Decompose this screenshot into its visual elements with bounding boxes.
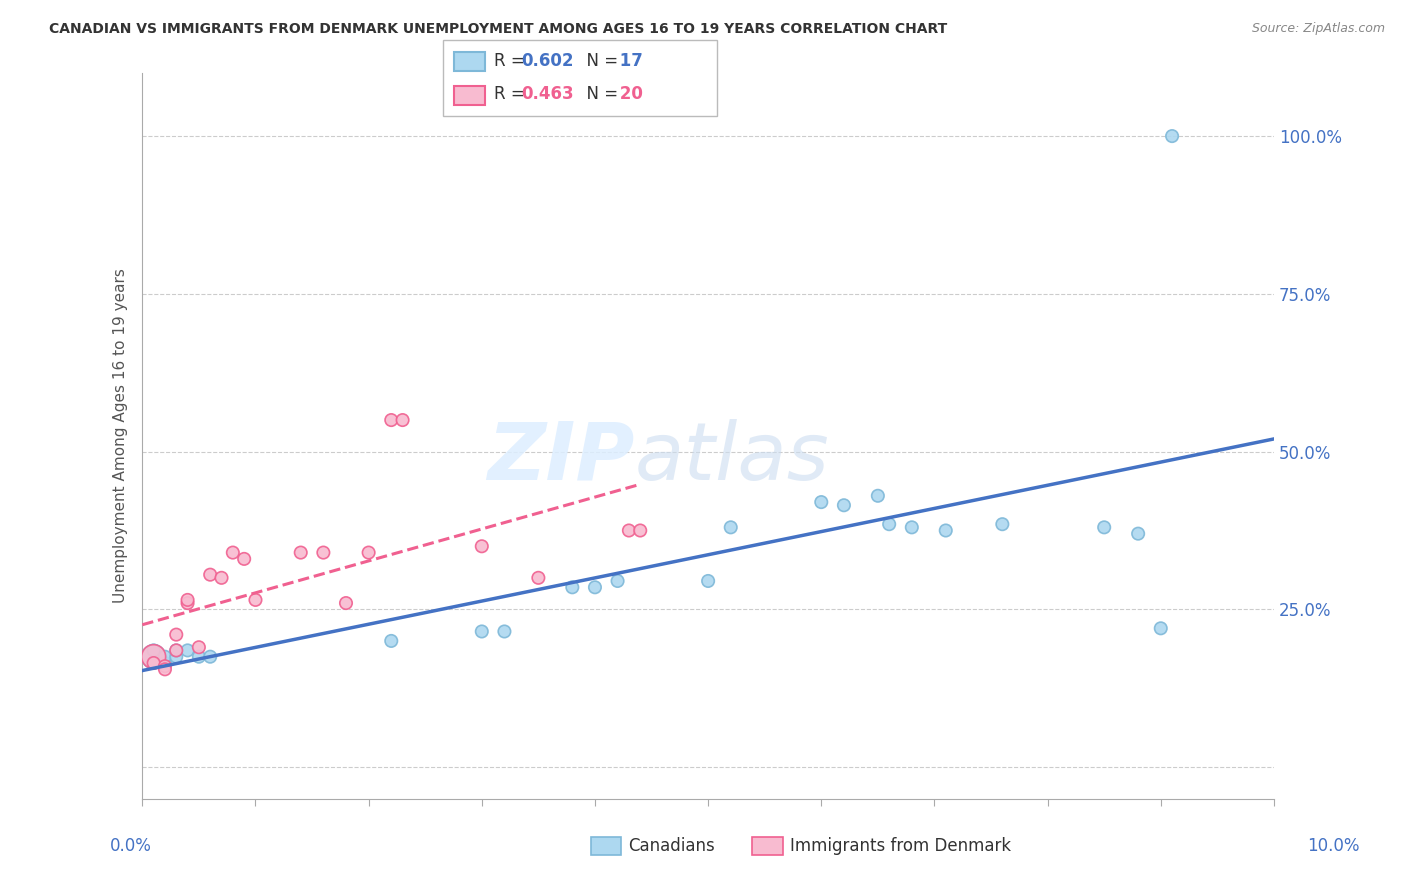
Point [153,656,176,670]
Point [165,643,187,657]
Point [245,593,267,607]
Point [200,567,222,582]
Point [697,574,720,588]
Point [222,545,245,559]
Point [561,580,583,594]
Text: 0.463: 0.463 [522,85,574,103]
Point [176,593,198,607]
Point [142,656,165,670]
Text: N =: N = [576,52,624,70]
Text: 20: 20 [614,85,644,103]
Point [187,640,209,655]
Point [832,498,855,512]
Text: Canadians: Canadians [628,837,716,855]
Point [153,662,176,676]
Point [176,643,198,657]
Point [866,489,889,503]
Text: 0.0%: 0.0% [110,837,152,855]
Point [935,524,957,538]
Y-axis label: Unemployment Among Ages 16 to 19 years: Unemployment Among Ages 16 to 19 years [114,268,128,603]
Text: CANADIAN VS IMMIGRANTS FROM DENMARK UNEMPLOYMENT AMONG AGES 16 TO 19 YEARS CORRE: CANADIAN VS IMMIGRANTS FROM DENMARK UNEM… [49,22,948,37]
Point [200,649,222,664]
Point [494,624,516,639]
Point [606,574,628,588]
Point [877,517,900,532]
Point [583,580,606,594]
Point [617,524,640,538]
Text: atlas: atlas [634,418,830,497]
Text: R =: R = [494,85,530,103]
Point [357,545,380,559]
Point [153,649,176,664]
Point [312,545,335,559]
Point [471,624,494,639]
Point [142,643,165,657]
Point [471,539,494,553]
Point [165,643,187,657]
Text: ZIP: ZIP [488,418,634,497]
Point [165,649,187,664]
Point [187,649,209,664]
Text: Immigrants from Denmark: Immigrants from Denmark [790,837,1011,855]
Point [176,596,198,610]
Text: 17: 17 [614,52,644,70]
Point [380,413,402,427]
Point [991,517,1014,532]
Point [720,520,742,534]
Text: 0.602: 0.602 [522,52,574,70]
Text: Source: ZipAtlas.com: Source: ZipAtlas.com [1251,22,1385,36]
Point [211,571,233,585]
Point [1092,520,1115,534]
Point [165,627,187,641]
Point [233,552,256,566]
Point [142,649,165,664]
Point [527,571,550,585]
Text: R =: R = [494,52,530,70]
Point [1126,526,1149,541]
Point [1161,129,1184,144]
Point [810,495,832,509]
Point [628,524,651,538]
Point [901,520,924,534]
Text: 10.0%: 10.0% [1308,837,1360,855]
Point [335,596,357,610]
Point [142,649,165,664]
Point [380,634,402,648]
Point [153,659,176,673]
Point [290,545,312,559]
Text: N =: N = [576,85,624,103]
Point [1150,621,1173,635]
Point [391,413,413,427]
